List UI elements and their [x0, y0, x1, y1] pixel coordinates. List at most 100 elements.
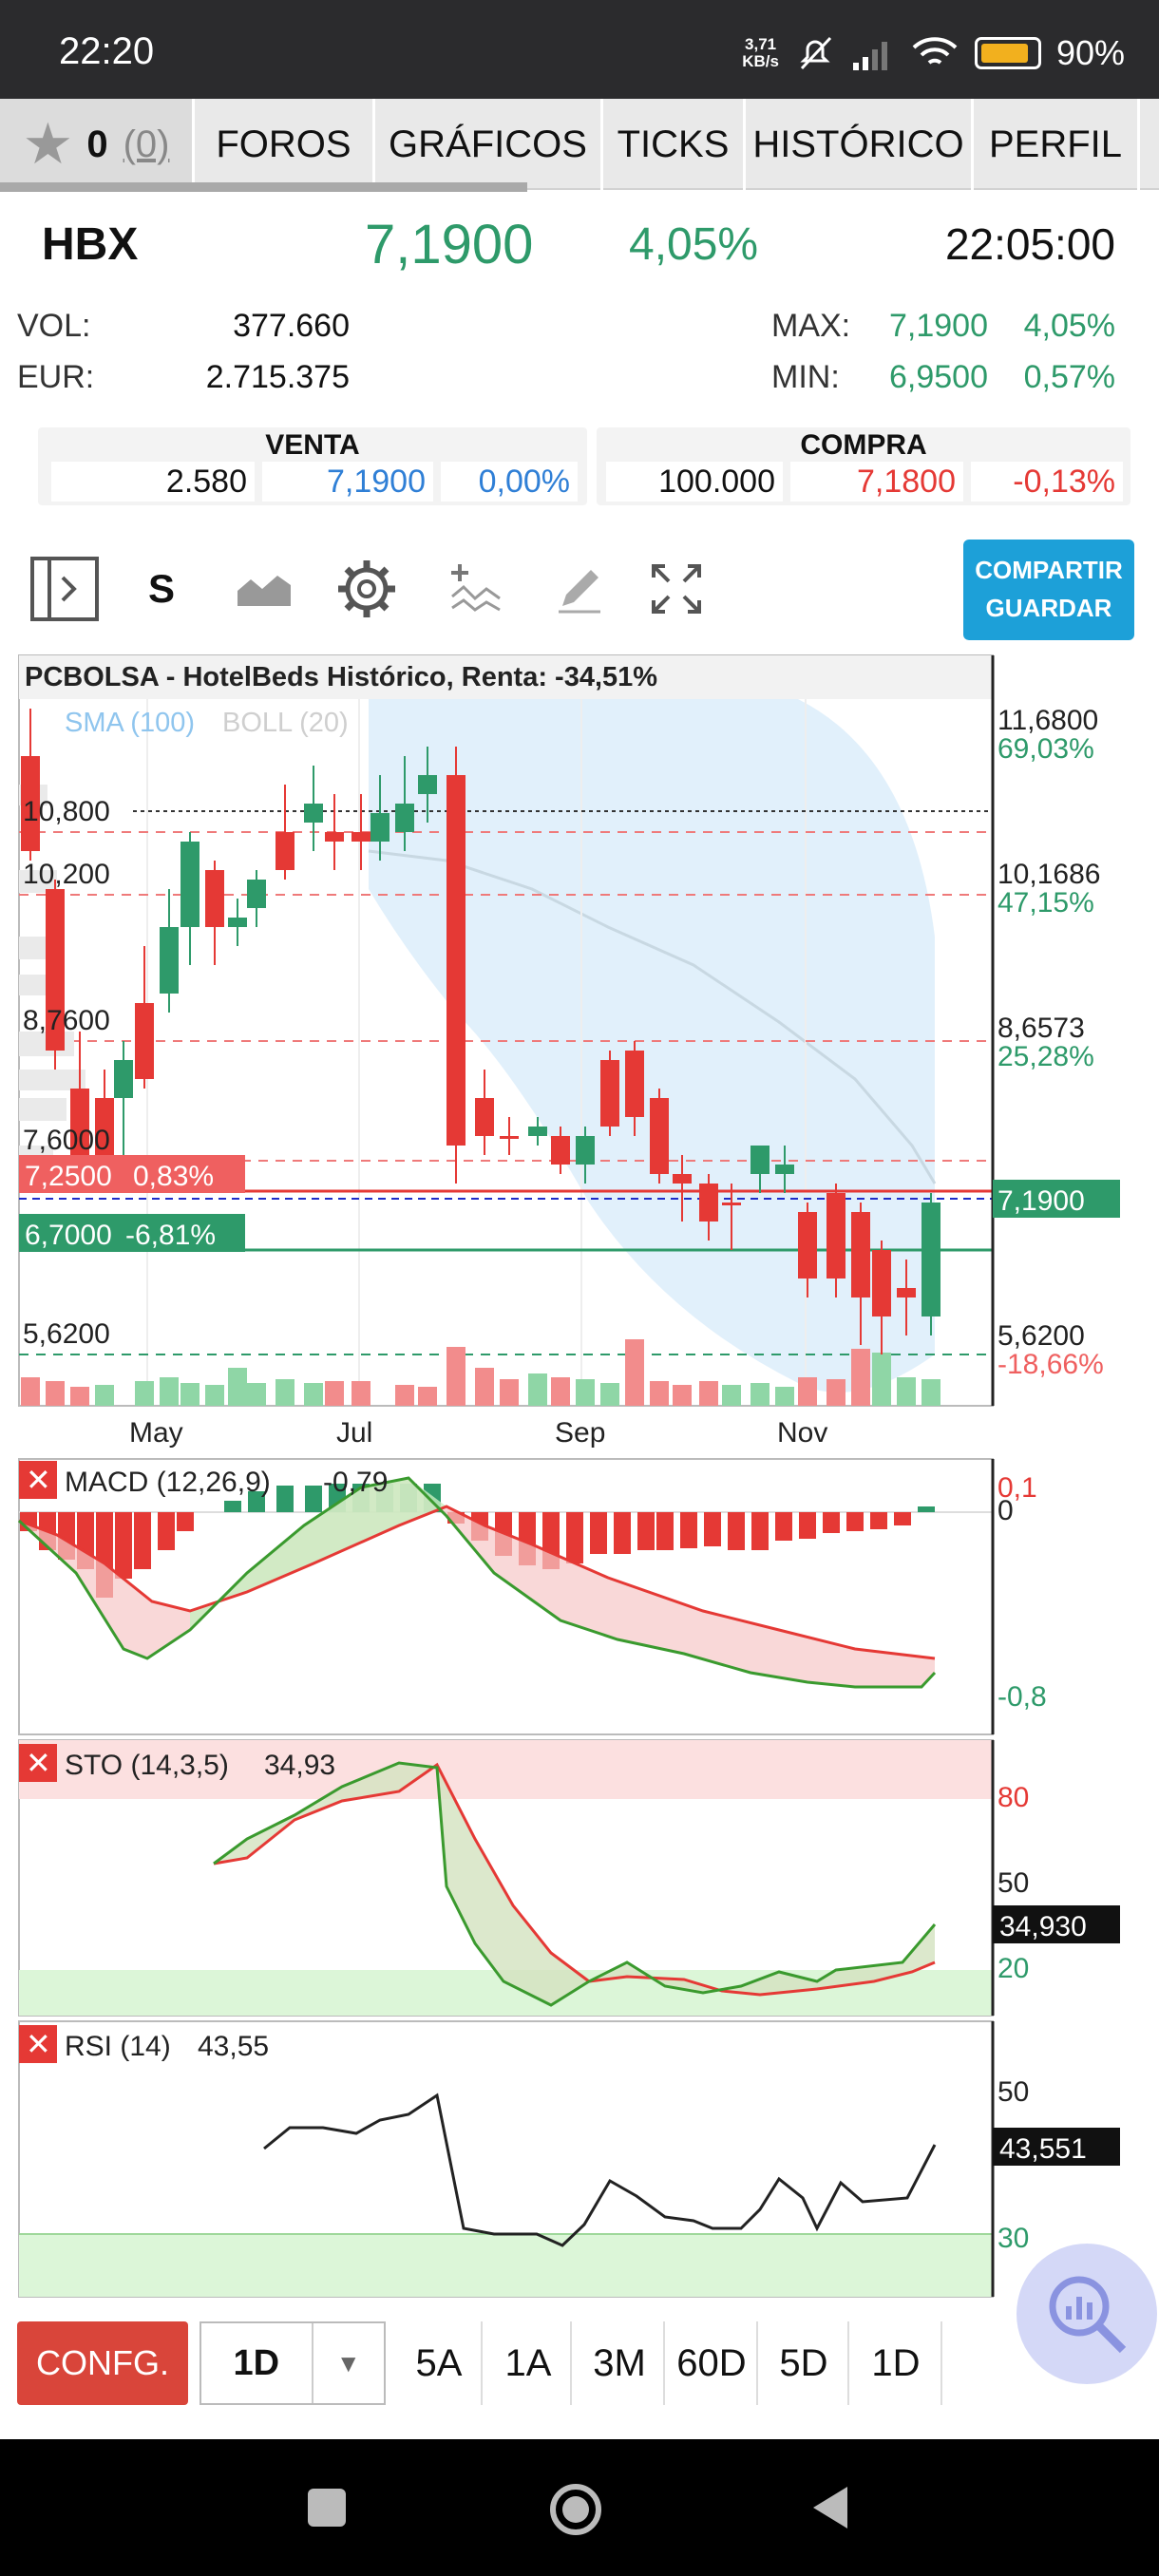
level-label: 10,800 [23, 796, 110, 827]
interval-select[interactable]: 1D ▼ [200, 2321, 386, 2405]
last-price-tag [993, 1180, 1120, 1218]
level-label: 8,7600 [23, 1005, 110, 1036]
system-nav-bar [0, 2439, 1159, 2576]
period-60d[interactable]: 60D [667, 2321, 758, 2405]
macd-label: MACD (12,26,9) [65, 1467, 271, 1498]
symbol: HBX [42, 219, 139, 270]
top-tabs: ★ 0 (0) FOROS GRÁFICOS TICKS HISTÓRICO P… [0, 99, 1159, 192]
period-5d[interactable]: 5D [760, 2321, 849, 2405]
chart-type-icon[interactable] [226, 551, 302, 627]
analysis-fab[interactable] [1016, 2244, 1157, 2384]
volume-bar [699, 1381, 718, 1406]
candle-body [722, 1203, 741, 1205]
interval-value: 1D [201, 2323, 314, 2403]
tab-perfil[interactable]: PERFIL [974, 99, 1140, 190]
candlesticks [21, 709, 940, 1354]
tab-historico[interactable]: HISTÓRICO [746, 99, 974, 190]
fullscreen-icon[interactable] [638, 551, 714, 627]
gear-icon[interactable] [329, 551, 405, 627]
sto-tick: 80 [998, 1782, 1029, 1813]
volume-bar [528, 1373, 547, 1406]
buy-pct: -0,13% [971, 462, 1123, 502]
vol-label: VOL: [17, 308, 91, 344]
chart-canvas[interactable]: PCBOLSA - HotelBeds Histórico, Renta: -3… [0, 652, 1159, 2314]
close-icon: ✕ [26, 1463, 51, 1497]
eur-value: 2.715.375 [205, 359, 350, 395]
price-chart[interactable]: PCBOLSA - HotelBeds Histórico, Renta: -3… [0, 652, 1159, 2314]
macd-bar [870, 1512, 887, 1529]
tab-favorites[interactable]: ★ 0 (0) [0, 99, 527, 192]
indicators-icon[interactable] [437, 551, 513, 627]
axis-pct: 69,03% [998, 733, 1094, 765]
candle-body [276, 832, 294, 870]
macd-bar [614, 1512, 631, 1554]
volume-bar [70, 1387, 89, 1406]
level-label: 10,200 [23, 859, 110, 890]
tab-foros[interactable]: FOROS [195, 99, 375, 190]
macd-bar [680, 1512, 697, 1548]
symbol-button[interactable]: S [147, 566, 175, 611]
red-line-pct: 0,83% [133, 1161, 214, 1192]
eur-label: EUR: [17, 359, 95, 395]
macd-bar [918, 1506, 935, 1512]
tab-graficos[interactable]: GRÁFICOS [375, 99, 603, 190]
legend-boll: BOLL (20) [222, 708, 349, 738]
volume-bar [160, 1377, 179, 1406]
volume-bar [798, 1377, 817, 1406]
candle-body [247, 880, 266, 908]
macd-bar [656, 1512, 674, 1550]
active-tab-indicator [0, 182, 527, 192]
macd-bar [276, 1486, 294, 1512]
recents-button[interactable] [300, 2481, 353, 2534]
macd-bar [115, 1512, 132, 1579]
vol-value: 377.660 [233, 308, 350, 344]
quote-time: 22:05:00 [944, 219, 1115, 269]
candle-body [95, 1098, 114, 1155]
macd-tick: 0 [998, 1495, 1014, 1526]
clock: 22:20 [59, 30, 155, 72]
period-1a[interactable]: 1A [486, 2321, 572, 2405]
last-price: 7,1900 [365, 214, 534, 275]
volume-bar [650, 1381, 669, 1406]
volume-bar [600, 1383, 619, 1406]
period-bar: CONFG. 1D ▼ 5A 1A 3M 60D 5D 1D [0, 2318, 1159, 2409]
pencil-icon[interactable] [542, 551, 618, 627]
volume-bar [922, 1379, 940, 1406]
min-pct: 0,57% [1023, 359, 1115, 395]
volume-bar [352, 1381, 370, 1406]
close-icon: ✕ [26, 1746, 51, 1780]
period-5a[interactable]: 5A [397, 2321, 483, 2405]
volume-bar [673, 1385, 692, 1406]
red-line-price: 7,2500 [25, 1161, 112, 1192]
candle-body [625, 1051, 644, 1117]
mute-icon [800, 36, 832, 70]
macd-value: -0,79 [323, 1467, 388, 1498]
macd-bar [566, 1512, 583, 1563]
macd-bar [799, 1512, 816, 1539]
candle-body [775, 1165, 794, 1174]
volume-bar [205, 1385, 224, 1406]
month-label: May [129, 1417, 183, 1449]
sto-tick: 20 [998, 1953, 1029, 1984]
change-pct: 4,05% [629, 219, 759, 270]
candle-body [650, 1098, 669, 1174]
tab-ticks[interactable]: TICKS [603, 99, 746, 190]
level-label: 7,6000 [23, 1125, 110, 1156]
rsi-tick: 30 [998, 2223, 1029, 2254]
macd-bar [823, 1512, 840, 1533]
period-1d[interactable]: 1D [851, 2321, 942, 2405]
star-icon: ★ [22, 112, 74, 176]
back-button[interactable] [806, 2481, 859, 2534]
period-3m[interactable]: 3M [576, 2321, 665, 2405]
sidebar-toggle-icon[interactable] [27, 551, 103, 627]
macd-bar [134, 1512, 151, 1569]
sto-label: STO (14,3,5) [65, 1750, 229, 1781]
candle-body [551, 1136, 570, 1165]
volume-bar [576, 1379, 595, 1406]
home-button[interactable] [547, 2481, 601, 2535]
candle-body [160, 927, 179, 994]
rsi-label: RSI (14) [65, 2031, 171, 2062]
share-save-button[interactable]: COMPARTIR GUARDAR [963, 540, 1134, 640]
volume-bar [418, 1387, 437, 1406]
config-button[interactable]: CONFG. [17, 2321, 188, 2405]
